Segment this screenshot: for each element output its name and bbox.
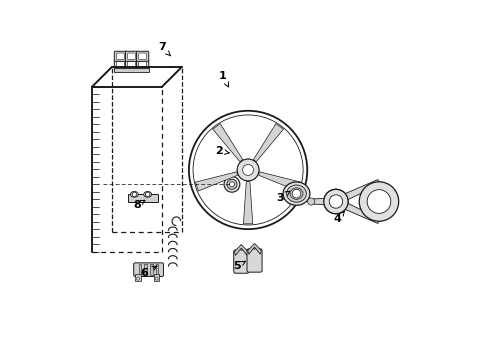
Polygon shape bbox=[310, 198, 335, 205]
FancyBboxPatch shape bbox=[127, 53, 135, 59]
Polygon shape bbox=[212, 123, 242, 162]
Circle shape bbox=[226, 179, 237, 189]
Circle shape bbox=[241, 163, 254, 177]
Circle shape bbox=[132, 192, 136, 197]
Circle shape bbox=[145, 192, 149, 197]
Circle shape bbox=[224, 176, 239, 192]
Circle shape bbox=[242, 165, 253, 175]
FancyBboxPatch shape bbox=[133, 263, 163, 276]
Text: 2: 2 bbox=[215, 146, 229, 156]
Polygon shape bbox=[234, 244, 247, 255]
Ellipse shape bbox=[130, 192, 138, 197]
Circle shape bbox=[292, 189, 300, 198]
Bar bbox=[113, 68, 148, 72]
Circle shape bbox=[237, 159, 259, 181]
Circle shape bbox=[323, 189, 347, 214]
Bar bbox=[150, 264, 152, 275]
Text: 6: 6 bbox=[140, 266, 157, 278]
Polygon shape bbox=[247, 243, 261, 254]
Bar bbox=[139, 264, 141, 275]
Text: 7: 7 bbox=[158, 42, 170, 56]
Circle shape bbox=[328, 195, 342, 208]
FancyBboxPatch shape bbox=[136, 51, 148, 61]
Circle shape bbox=[328, 195, 342, 208]
FancyBboxPatch shape bbox=[139, 53, 146, 59]
FancyBboxPatch shape bbox=[125, 51, 137, 61]
Circle shape bbox=[366, 190, 390, 213]
Circle shape bbox=[323, 189, 347, 214]
FancyBboxPatch shape bbox=[125, 60, 137, 70]
Polygon shape bbox=[195, 172, 237, 191]
Circle shape bbox=[237, 159, 259, 181]
FancyBboxPatch shape bbox=[116, 53, 124, 59]
Polygon shape bbox=[334, 180, 379, 205]
FancyBboxPatch shape bbox=[114, 60, 126, 70]
Circle shape bbox=[307, 198, 314, 205]
Text: 5: 5 bbox=[233, 261, 245, 271]
Polygon shape bbox=[334, 198, 379, 224]
FancyBboxPatch shape bbox=[246, 249, 262, 272]
Text: 8: 8 bbox=[133, 200, 144, 210]
Bar bbox=[128, 194, 158, 202]
Bar bbox=[144, 264, 147, 275]
Polygon shape bbox=[253, 123, 283, 162]
Text: 4: 4 bbox=[333, 211, 344, 224]
FancyBboxPatch shape bbox=[127, 62, 135, 68]
Polygon shape bbox=[258, 172, 300, 191]
FancyBboxPatch shape bbox=[114, 51, 126, 61]
Circle shape bbox=[229, 182, 234, 187]
Text: 1: 1 bbox=[219, 71, 228, 87]
Circle shape bbox=[359, 182, 398, 221]
FancyBboxPatch shape bbox=[116, 62, 124, 68]
Bar bbox=[135, 274, 140, 282]
FancyBboxPatch shape bbox=[136, 60, 148, 70]
FancyBboxPatch shape bbox=[139, 62, 146, 68]
Circle shape bbox=[155, 277, 158, 280]
Ellipse shape bbox=[283, 182, 309, 205]
Ellipse shape bbox=[143, 192, 151, 197]
Ellipse shape bbox=[289, 188, 303, 199]
FancyBboxPatch shape bbox=[233, 250, 248, 273]
Ellipse shape bbox=[286, 185, 306, 202]
Polygon shape bbox=[243, 181, 252, 224]
Bar bbox=[156, 264, 158, 275]
Text: 3: 3 bbox=[276, 191, 289, 203]
Circle shape bbox=[136, 277, 139, 280]
Bar bbox=[154, 274, 159, 282]
